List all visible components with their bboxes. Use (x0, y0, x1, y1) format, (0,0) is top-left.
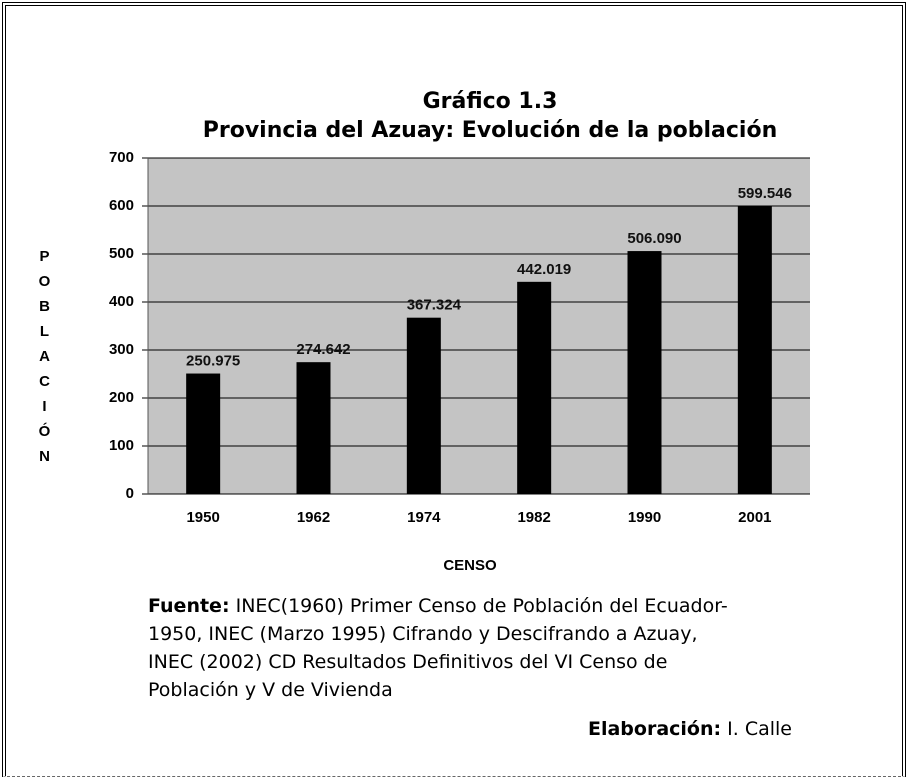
data-label: 250.975 (186, 353, 240, 370)
y-tick-label: 500 (109, 245, 134, 262)
data-label: 367.324 (407, 297, 462, 314)
chart-title: Gráfico 1.3 (423, 89, 558, 114)
data-label: 506.090 (627, 230, 681, 247)
bar (296, 362, 331, 494)
y-axis-label: POBLACIÓN (36, 248, 53, 473)
bar (627, 251, 662, 494)
source-text: INEC(1960) Primer Censo de Población del… (148, 595, 728, 701)
y-tick-label: 0 (126, 485, 134, 502)
y-tick-label: 600 (109, 197, 134, 214)
y-tick-label: 700 (109, 149, 134, 166)
bar (406, 317, 441, 494)
source-label: Fuente: (148, 595, 230, 617)
author-label: Elaboración: (587, 718, 722, 740)
x-tick-label: 1962 (297, 509, 330, 526)
plot-area (148, 158, 810, 494)
bar (186, 373, 221, 494)
x-axis-label: CENSO (443, 557, 497, 574)
bar (517, 281, 552, 494)
x-tick-label: 1982 (517, 509, 550, 526)
x-tick-label: 1990 (628, 509, 661, 526)
y-tick-label: 400 (109, 293, 134, 310)
source: Fuente: INEC(1960) Primer Censo de Pobla… (148, 592, 738, 704)
chart-subtitle: Provincia del Azuay: Evolución de la pob… (203, 118, 777, 143)
x-tick-label: 2001 (738, 509, 771, 526)
author: Elaboración: I. Calle (588, 718, 792, 740)
y-tick-label: 300 (109, 341, 134, 358)
y-tick-label: 200 (109, 389, 134, 406)
y-tick-label: 100 (109, 437, 134, 454)
x-tick-label: 1950 (186, 509, 219, 526)
x-tick-label: 1974 (407, 509, 441, 526)
data-label: 274.642 (296, 341, 350, 358)
bar (737, 206, 772, 494)
data-label: 599.546 (738, 185, 792, 202)
author-text: I. Calle (727, 718, 792, 740)
data-label: 442.019 (517, 261, 571, 278)
